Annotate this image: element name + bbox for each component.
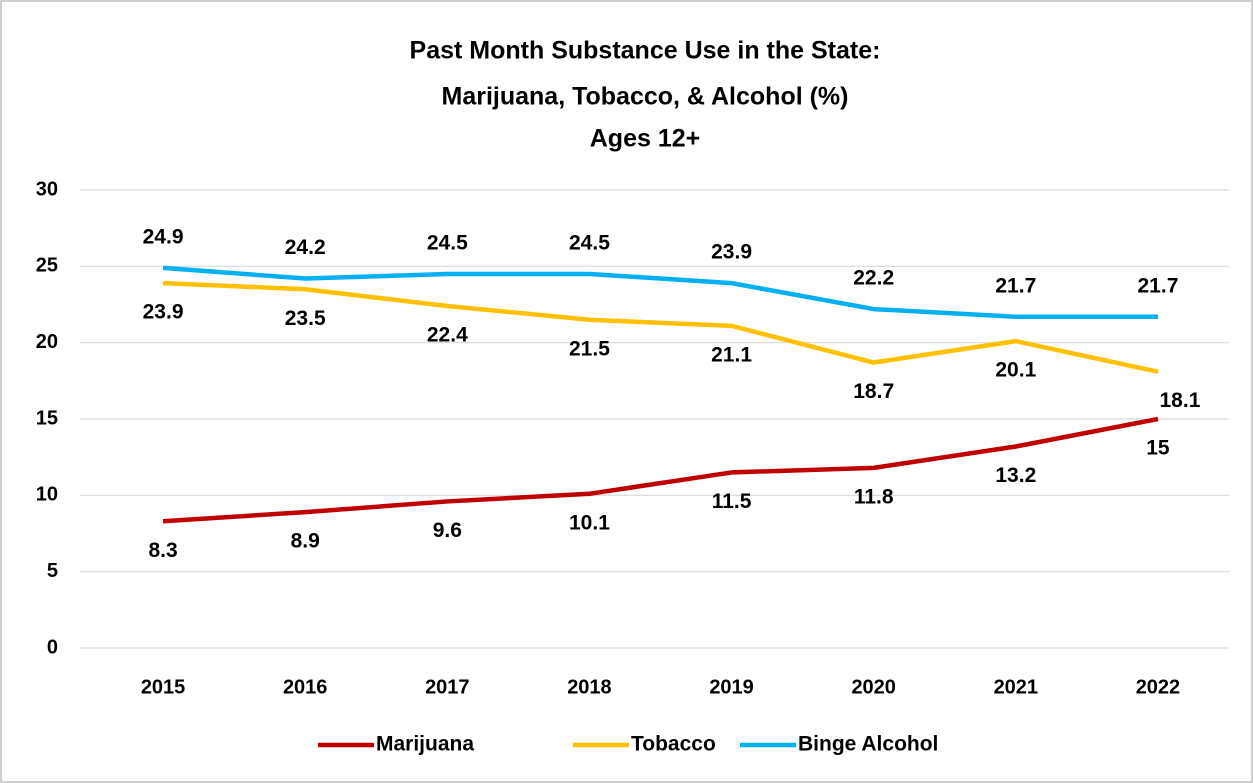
y-tick-label: 30 (36, 178, 58, 200)
data-label: 23.9 (711, 241, 752, 264)
x-tick-label: 2022 (1136, 676, 1181, 698)
data-label: 21.7 (1138, 274, 1179, 297)
data-label: 15 (1146, 437, 1170, 460)
data-label: 10.1 (569, 511, 610, 534)
data-label: 24.9 (143, 225, 184, 248)
x-tick-label: 2016 (283, 676, 328, 698)
legend-label: Marijuana (376, 733, 474, 756)
data-label: 22.2 (853, 267, 894, 290)
data-label: 11.5 (712, 490, 752, 513)
line-series (162, 416, 1159, 524)
chart-title: Past Month Substance Use in the State: (410, 37, 881, 65)
y-tick-label: 10 (36, 484, 58, 506)
data-label: 18.7 (853, 380, 894, 403)
data-label: 24.5 (427, 232, 468, 255)
y-tick-label: 15 (36, 407, 58, 429)
data-label: 24.2 (285, 236, 326, 259)
y-tick-label: 0 (47, 636, 58, 658)
data-label: 24.5 (569, 232, 610, 255)
data-label: 11.8 (854, 485, 894, 508)
data-label: 21.5 (569, 337, 610, 360)
data-label: 22.4 (427, 324, 468, 347)
x-tick-label: 2017 (425, 676, 470, 698)
x-tick-label: 2020 (851, 676, 896, 698)
chart-subtitle: Ages 12+ (590, 125, 701, 153)
x-tick-label: 2015 (141, 676, 186, 698)
x-tick-label: 2021 (994, 676, 1039, 698)
x-tick-label: 2019 (709, 676, 754, 698)
y-tick-label: 25 (36, 255, 58, 277)
y-tick-label: 5 (47, 560, 58, 582)
data-label: 8.9 (291, 530, 320, 553)
data-label: 21.7 (995, 274, 1036, 297)
line-series (162, 280, 1159, 374)
legend-label: Tobacco (631, 733, 716, 756)
data-label: 8.3 (148, 539, 177, 562)
line-series (162, 265, 1158, 319)
y-tick-label: 20 (36, 331, 58, 353)
data-label: 13.2 (995, 464, 1036, 487)
data-label: 21.1 (711, 343, 752, 366)
data-label: 9.6 (433, 519, 462, 542)
legend-label: Binge Alcohol (798, 733, 938, 756)
data-label: 18.1 (1160, 389, 1201, 412)
data-label: 20.1 (995, 359, 1036, 382)
data-label: 23.5 (285, 307, 326, 330)
x-tick-label: 2018 (567, 676, 612, 698)
data-label: 23.9 (143, 301, 184, 324)
chart-title: Marijuana, Tobacco, & Alcohol (%) (442, 83, 849, 111)
